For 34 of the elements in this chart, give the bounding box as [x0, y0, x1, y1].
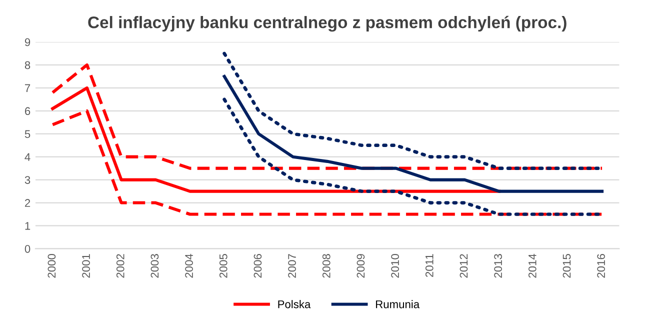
y-tick-label: 1 — [25, 222, 30, 230]
x-tick-label: 2008 — [322, 254, 330, 278]
y-tick-label: 7 — [25, 84, 30, 92]
line-series — [222, 74, 604, 193]
legend-label: Polska — [278, 300, 311, 308]
x-tick-label: 2009 — [356, 254, 365, 278]
x-tick-label: 2002 — [116, 254, 124, 278]
y-tick-label: 5 — [24, 130, 30, 138]
x-tick-label: 2001 — [82, 254, 90, 278]
x-tick-label: 2003 — [150, 254, 159, 278]
y-tick-label: 8 — [24, 61, 30, 70]
line-series — [51, 86, 501, 193]
y-tick-label: 2 — [24, 199, 30, 207]
x-tick-label: 2004 — [185, 254, 193, 278]
x-tick-label: 2013 — [494, 254, 502, 278]
x-tick-label: 2006 — [254, 254, 262, 278]
x-tick-label: 2015 — [562, 254, 571, 278]
y-tick-label: 6 — [25, 107, 30, 116]
x-tick-label: 2000 — [48, 254, 56, 278]
legend-label: Rumunia — [376, 300, 420, 308]
y-tick-label: 4 — [24, 153, 30, 161]
x-tick-label: 2007 — [288, 254, 296, 278]
x-tick-label: 2005 — [219, 254, 228, 278]
y-tick-label: 0 — [24, 244, 30, 253]
x-tick-label: 2014 — [528, 254, 536, 278]
x-tick-label: 2016 — [597, 254, 606, 278]
line-series — [51, 63, 604, 170]
y-tick-label: 3 — [24, 176, 30, 184]
chart-title: Cel inflacyjny banku centralnego z pasmem odchyleń (proc.) — [88, 16, 566, 32]
y-tick-label: 9 — [24, 38, 30, 46]
line-series — [51, 109, 604, 216]
x-tick-label: 2011 — [425, 254, 434, 277]
x-tick-label: 2010 — [391, 254, 399, 278]
x-tick-label: 2012 — [460, 254, 468, 278]
